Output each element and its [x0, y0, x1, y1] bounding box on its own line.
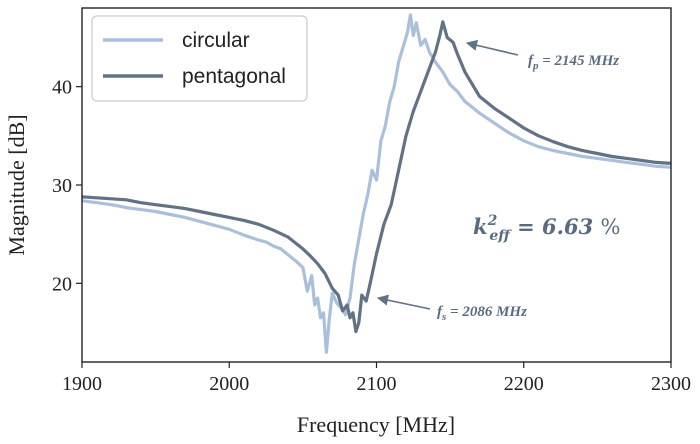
annotation-fs-text: fs = 2086 MHz	[437, 304, 527, 323]
y-tick-label: 30	[52, 175, 72, 197]
annotation-fp-arrow	[465, 39, 519, 56]
legend-label-circular: circular	[182, 29, 250, 52]
series-layer	[82, 13, 671, 354]
y-tick-label: 40	[52, 77, 72, 99]
x-tick-label: 2100	[357, 373, 397, 395]
x-tick-label: 2000	[209, 373, 249, 395]
annotation-keff: k2 eff = 6.63 %	[473, 213, 620, 244]
annotation-fp: fp = 2145 MHz	[465, 39, 619, 72]
legend: circular pentagonal	[91, 15, 308, 102]
annotation-fs: fs = 2086 MHz	[376, 294, 527, 323]
series-line-pentagonal	[82, 20, 671, 334]
y-axis-label: Magnitude [dB]	[4, 114, 29, 255]
x-tick-label: 2200	[504, 373, 544, 395]
x-axis-label: Frequency [MHz]	[297, 412, 455, 437]
x-tick-label: 2300	[651, 373, 691, 395]
series-line-circular	[82, 13, 671, 354]
legend-label-pentagonal: pentagonal	[182, 65, 286, 88]
annotation-fp-text: fp = 2145 MHz	[528, 53, 619, 72]
legend-box	[91, 15, 308, 102]
y-tick-label: 20	[52, 273, 72, 295]
annotation-fs-arrow	[376, 294, 431, 310]
x-tick-label: 1900	[62, 373, 102, 395]
ticks-layer: 1900 2000 2100 2200 2300 20 30 40	[52, 77, 691, 395]
